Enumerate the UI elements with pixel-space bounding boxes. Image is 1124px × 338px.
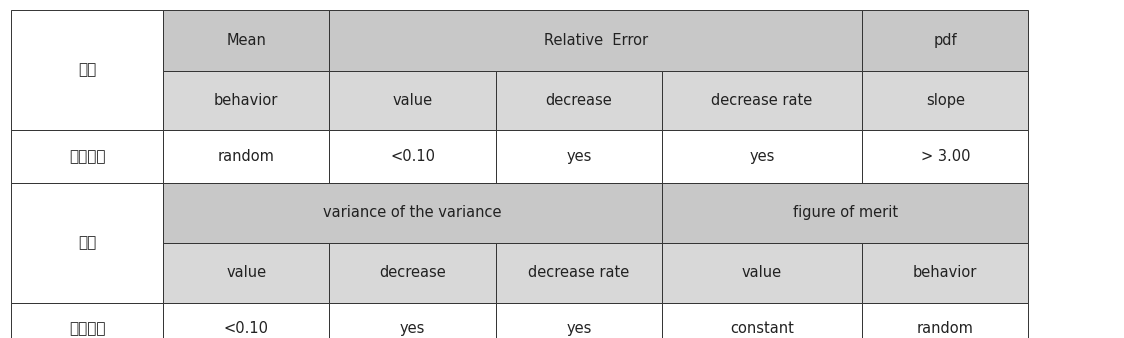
Text: yes: yes [566, 321, 591, 336]
Bar [496, 243, 662, 303]
Bar [329, 303, 496, 338]
Text: 통과기준: 통과기준 [69, 321, 106, 336]
Text: 항목: 항목 [78, 235, 97, 250]
Bar [662, 183, 1028, 243]
Bar [496, 130, 662, 183]
Bar [862, 303, 1028, 338]
Text: Mean: Mean [226, 33, 266, 48]
Text: behavior: behavior [214, 93, 279, 108]
Bar [163, 10, 329, 71]
Text: variance of the variance: variance of the variance [324, 206, 501, 220]
Text: value: value [392, 93, 433, 108]
Bar [11, 303, 163, 338]
Text: behavior: behavior [913, 265, 978, 281]
Text: value: value [226, 265, 266, 281]
Bar [163, 130, 329, 183]
Bar [163, 303, 329, 338]
Bar [163, 243, 329, 303]
Bar [862, 243, 1028, 303]
Text: decrease: decrease [379, 265, 446, 281]
Text: yes: yes [566, 149, 591, 164]
Text: yes: yes [750, 149, 774, 164]
Bar [496, 303, 662, 338]
Bar [662, 71, 862, 130]
Text: 항목: 항목 [78, 63, 97, 78]
Text: pdf: pdf [933, 33, 958, 48]
Bar [11, 183, 163, 303]
Bar [11, 130, 163, 183]
Text: <0.10: <0.10 [390, 149, 435, 164]
Bar [329, 243, 496, 303]
Bar [329, 71, 496, 130]
Text: random: random [917, 321, 973, 336]
Text: <0.10: <0.10 [224, 321, 269, 336]
Bar [329, 10, 862, 71]
Text: constant: constant [731, 321, 794, 336]
Bar [862, 10, 1028, 71]
Bar [163, 71, 329, 130]
Text: slope: slope [926, 93, 964, 108]
Bar [862, 130, 1028, 183]
Text: > 3.00: > 3.00 [921, 149, 970, 164]
Text: decrease: decrease [545, 93, 613, 108]
Text: decrease rate: decrease rate [711, 93, 813, 108]
Bar [11, 10, 163, 130]
Bar [329, 130, 496, 183]
Text: Relative  Error: Relative Error [544, 33, 647, 48]
Bar [662, 243, 862, 303]
Bar [862, 71, 1028, 130]
Bar [496, 71, 662, 130]
Bar [662, 130, 862, 183]
Text: random: random [218, 149, 274, 164]
Text: value: value [742, 265, 782, 281]
Text: 통과기준: 통과기준 [69, 149, 106, 164]
Bar [163, 183, 662, 243]
Text: decrease rate: decrease rate [528, 265, 629, 281]
Text: figure of merit: figure of merit [792, 206, 898, 220]
Bar [662, 303, 862, 338]
Text: yes: yes [400, 321, 425, 336]
